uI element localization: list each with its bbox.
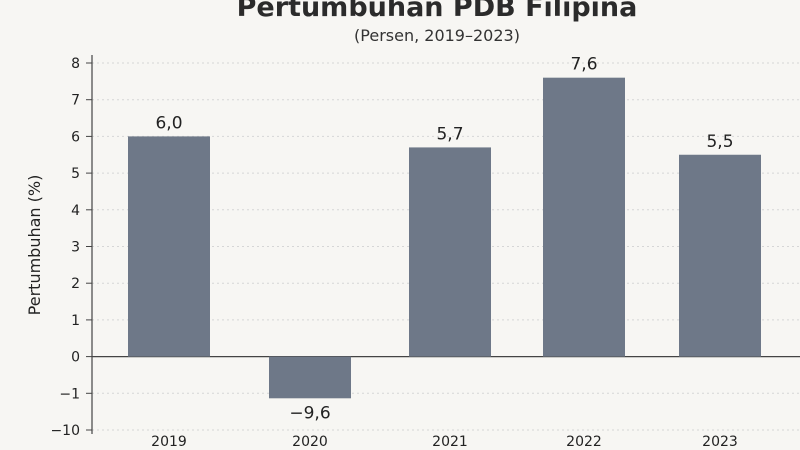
y-tick-label: −10 <box>50 423 80 439</box>
y-tick-label: 3 <box>71 240 80 256</box>
bar-2022 <box>543 77 625 357</box>
y-tick-label: 6 <box>71 129 80 145</box>
chart-title: Pertumbuhan PDB Filipina <box>237 0 638 23</box>
x-tick-label-2021: 2021 <box>432 434 468 450</box>
bar-2023 <box>679 154 761 357</box>
chart-subtitle: (Persen, 2019–2023) <box>354 26 520 45</box>
y-tick-label: 5 <box>71 166 80 182</box>
y-tick-label: 1 <box>71 313 80 329</box>
x-tick-label-2019: 2019 <box>151 434 187 450</box>
y-tick-label: 2 <box>71 276 80 292</box>
data-label-2019: 6,0 <box>155 113 182 133</box>
y-tick-label: 8 <box>71 56 80 72</box>
y-tick-label: −1 <box>59 386 80 402</box>
bar-2021 <box>409 147 491 357</box>
data-label-2020: −9,6 <box>289 403 330 423</box>
x-tick-label-2022: 2022 <box>566 434 602 450</box>
x-tick-label-2023: 2023 <box>702 434 738 450</box>
y-tick-label: 7 <box>71 93 80 109</box>
bar-2019 <box>128 136 210 357</box>
data-label-2023: 5,5 <box>706 132 733 152</box>
bar-2020 <box>269 356 351 399</box>
data-label-2021: 5,7 <box>436 124 463 144</box>
data-label-2022: 7,6 <box>570 55 597 75</box>
y-axis-label: Pertumbuhan (%) <box>25 175 44 316</box>
y-tick-label: 0 <box>71 350 80 366</box>
y-tick-label: 4 <box>71 203 80 219</box>
x-tick-label-2020: 2020 <box>292 434 328 450</box>
